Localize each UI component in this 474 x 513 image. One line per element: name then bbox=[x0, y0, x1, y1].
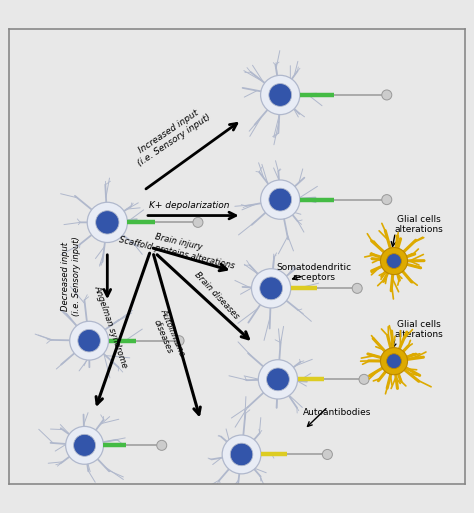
Circle shape bbox=[382, 90, 392, 100]
Text: Autoinmune
diseases: Autoinmune diseases bbox=[149, 308, 187, 362]
Circle shape bbox=[269, 188, 292, 211]
Text: Angelman syndrome: Angelman syndrome bbox=[92, 284, 129, 369]
Circle shape bbox=[193, 218, 203, 227]
Circle shape bbox=[322, 449, 332, 460]
Circle shape bbox=[157, 440, 167, 450]
Circle shape bbox=[382, 194, 392, 205]
Circle shape bbox=[222, 435, 261, 474]
Circle shape bbox=[87, 202, 128, 243]
Circle shape bbox=[261, 75, 300, 114]
Circle shape bbox=[359, 374, 369, 384]
Circle shape bbox=[386, 253, 401, 268]
Circle shape bbox=[258, 360, 298, 399]
Text: Brain injury
Scaffold proteins alterations: Brain injury Scaffold proteins alteratio… bbox=[118, 225, 238, 270]
Circle shape bbox=[252, 269, 291, 308]
Circle shape bbox=[386, 353, 401, 369]
Circle shape bbox=[266, 368, 289, 391]
Circle shape bbox=[352, 283, 362, 293]
Text: Glial cells
alterations: Glial cells alterations bbox=[395, 215, 443, 234]
Circle shape bbox=[381, 247, 408, 274]
Text: Somatodendritic
receptors: Somatodendritic receptors bbox=[276, 263, 351, 282]
Circle shape bbox=[96, 211, 119, 234]
Text: Decreased input
(i.e. Sensory input): Decreased input (i.e. Sensory input) bbox=[61, 236, 81, 317]
Circle shape bbox=[78, 329, 100, 352]
Text: Increased input
(i.e. Sensory input): Increased input (i.e. Sensory input) bbox=[130, 104, 212, 168]
Circle shape bbox=[70, 321, 109, 360]
Circle shape bbox=[261, 180, 300, 219]
Circle shape bbox=[381, 348, 408, 374]
Circle shape bbox=[260, 277, 283, 300]
Circle shape bbox=[269, 84, 292, 106]
Circle shape bbox=[73, 435, 96, 457]
Text: Glial cells
alterations: Glial cells alterations bbox=[395, 320, 443, 339]
Circle shape bbox=[65, 426, 103, 464]
Text: K+ depolarization: K+ depolarization bbox=[149, 201, 229, 210]
Circle shape bbox=[174, 336, 184, 346]
Text: Autoantibodies: Autoantibodies bbox=[303, 408, 371, 417]
Circle shape bbox=[230, 443, 253, 466]
Text: Brain diseases: Brain diseases bbox=[192, 270, 241, 321]
